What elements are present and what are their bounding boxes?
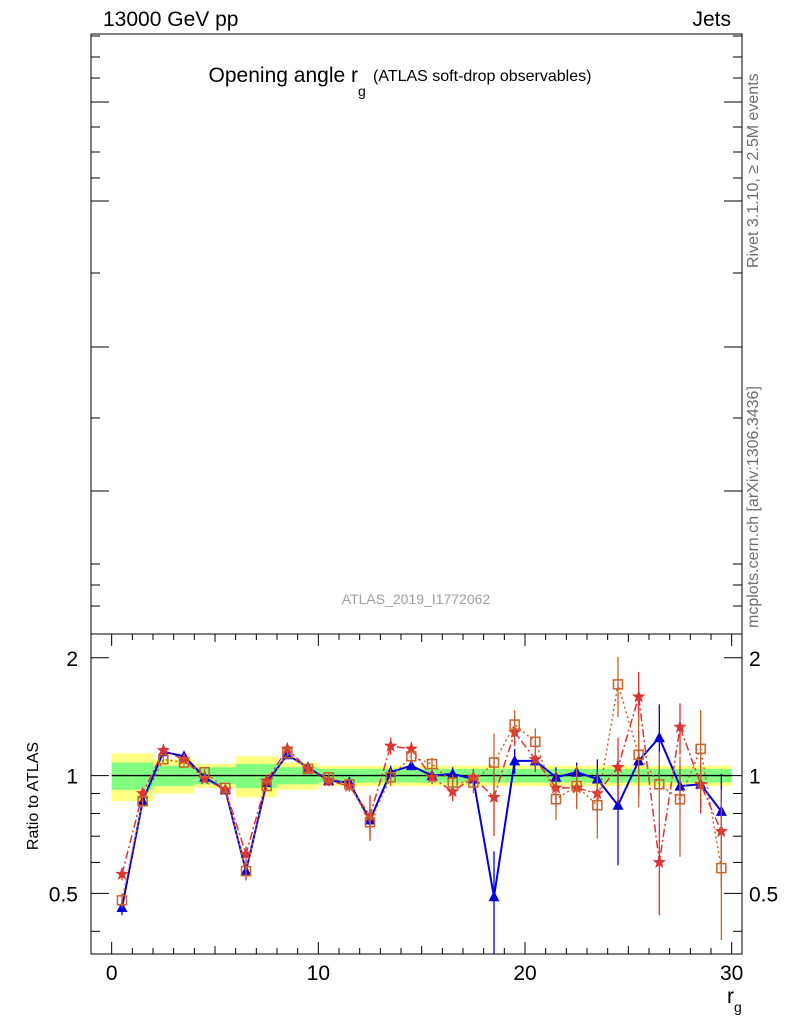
main-title: Opening angle r <box>209 64 358 87</box>
y-tick-label: 0.5 <box>49 883 78 906</box>
data-point-square <box>406 751 417 762</box>
main-title-subscript: g <box>358 83 366 99</box>
data-point-square <box>530 736 541 748</box>
y-axis-label: Ratio to ATLAS <box>25 742 42 850</box>
series-line-star <box>121 696 722 875</box>
data-point-square <box>612 679 624 690</box>
data-point-star <box>239 847 253 860</box>
data-point-triangle <box>653 731 665 743</box>
series-star <box>115 671 728 916</box>
data-point-square <box>364 816 376 828</box>
data-point-square <box>220 782 231 794</box>
data-point-star <box>198 772 212 785</box>
data-point-star <box>632 689 646 703</box>
y-tick-label-right: 0.5 <box>749 883 778 906</box>
data-point-star <box>611 760 625 773</box>
data-point-star <box>384 739 398 752</box>
main-panel-ticks <box>91 35 742 607</box>
data-point-star <box>156 743 170 756</box>
series-line-square <box>121 684 723 901</box>
data-point-square <box>468 777 479 788</box>
data-point-square <box>302 763 314 775</box>
data-point-square <box>137 795 148 807</box>
data-point-triangle <box>509 754 521 766</box>
data-point-square <box>592 799 603 811</box>
x-tick-label: 10 <box>307 962 330 985</box>
data-point-square <box>654 779 665 790</box>
data-point-triangle <box>405 759 417 771</box>
data-point-square <box>716 862 727 874</box>
x-tick-label: 30 <box>720 962 743 985</box>
tick-labels: 0 10 20 30 0.5 0.5 1 1 2 2 <box>49 648 778 985</box>
data-point-square <box>116 895 128 906</box>
x-tick-label: 20 <box>513 962 536 985</box>
data-point-triangle <box>447 767 459 779</box>
data-point-square <box>261 780 272 792</box>
data-point-square <box>323 772 334 783</box>
data-point-square <box>633 749 644 761</box>
main-title-suffix: (ATLAS soft-drop observables) <box>373 68 591 85</box>
data-point-triangle <box>488 890 500 902</box>
data-point-square <box>385 772 396 783</box>
data-point-star <box>115 867 129 880</box>
data-point-star <box>652 855 666 869</box>
data-point-square <box>344 779 355 790</box>
y-tick-label: 1 <box>66 766 78 789</box>
main-panel: Opening angle r g (ATLAS soft-drop obser… <box>90 33 743 635</box>
x-axis-label: r <box>727 985 734 1008</box>
data-point-star <box>404 741 418 755</box>
x-tick-label: 0 <box>106 962 118 985</box>
data-point-square <box>674 793 686 805</box>
data-point-square <box>488 757 500 768</box>
main-panel-frame <box>90 33 743 635</box>
data-point-square <box>199 766 210 778</box>
data-point-star <box>673 720 687 733</box>
series-square <box>116 656 727 941</box>
data-point-square <box>426 758 438 770</box>
data-point-square <box>550 793 562 805</box>
header-category-label: Jets <box>692 8 731 31</box>
data-point-triangle <box>612 799 624 810</box>
ratio-panel-ticks <box>91 634 742 954</box>
y-tick-label-right: 1 <box>749 766 761 789</box>
data-point-star <box>136 786 150 800</box>
data-point-star <box>528 752 542 765</box>
data-point-square <box>571 780 582 792</box>
data-point-star <box>425 770 439 783</box>
data-point-square <box>695 743 706 755</box>
data-point-square <box>509 719 520 730</box>
data-point-star <box>260 773 274 787</box>
data-point-square <box>282 748 293 759</box>
y-tick-label-right: 2 <box>749 648 761 671</box>
ratio-panel: 0 10 20 30 0.5 0.5 1 1 2 2 Ratio to ATLAS r g <box>25 633 778 1015</box>
x-axis-label-subscript: g <box>734 999 742 1015</box>
data-point-square <box>240 865 252 877</box>
header-process-label: 13000 GeV pp <box>103 8 239 31</box>
analysis-watermark: ATLAS_2019_I1772062 <box>342 591 491 607</box>
series-layer <box>115 656 728 954</box>
data-point-square <box>447 777 458 788</box>
ratio-panel-frame <box>90 633 743 955</box>
data-point-square <box>158 754 169 765</box>
data-point-square <box>178 757 190 768</box>
y-tick-label: 2 <box>66 648 78 671</box>
